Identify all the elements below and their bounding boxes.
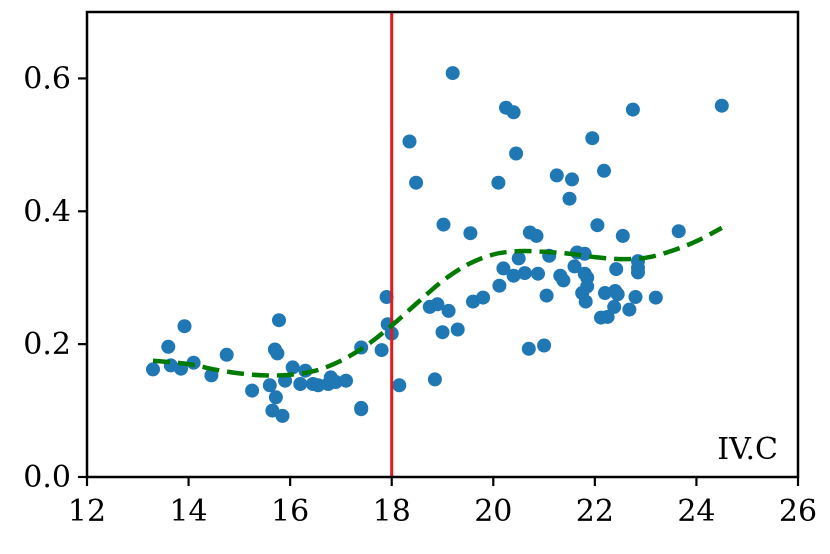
data-point — [577, 246, 592, 261]
data-point — [562, 191, 577, 206]
data-point — [161, 339, 176, 354]
data-point — [268, 390, 283, 405]
data-point — [625, 102, 640, 117]
data-point — [506, 268, 521, 283]
x-tick-label: 14 — [169, 494, 207, 529]
data-point — [339, 373, 353, 388]
data-point — [275, 408, 290, 423]
y-tick-label: 0.6 — [23, 61, 71, 96]
data-point — [272, 313, 286, 328]
data-point — [441, 303, 456, 318]
data-point — [496, 261, 511, 276]
chart-lines — [152, 12, 723, 477]
data-point — [293, 377, 308, 391]
x-tick-label: 26 — [779, 494, 817, 529]
data-point — [549, 168, 564, 183]
data-point — [648, 290, 663, 305]
y-tick-label: 0.4 — [23, 194, 71, 229]
axis-ticks: 12 14 16 18 20 22 24 26 0.0 0.2 0.4 0.6 — [23, 61, 817, 529]
data-point — [427, 372, 442, 387]
data-point — [392, 378, 407, 393]
x-tick-label: 22 — [576, 494, 614, 529]
data-point — [517, 266, 532, 281]
panel-annotation: IV.C — [717, 432, 778, 467]
data-point — [476, 290, 491, 305]
data-point — [714, 98, 729, 113]
data-point — [671, 224, 686, 239]
data-point — [580, 270, 595, 285]
data-point — [374, 343, 389, 358]
data-point — [328, 375, 343, 389]
data-point — [506, 105, 521, 120]
data-point — [492, 278, 507, 293]
plot-frame — [85, 10, 800, 479]
data-point — [597, 163, 611, 178]
x-tick-label: 24 — [677, 494, 715, 529]
data-point — [529, 228, 544, 243]
x-tick-label: 12 — [68, 494, 106, 529]
data-point — [409, 175, 424, 190]
data-point — [511, 251, 526, 266]
data-point — [567, 259, 582, 274]
data-point — [204, 368, 219, 383]
data-point — [622, 302, 637, 317]
data-point — [270, 346, 285, 361]
data-point — [445, 66, 460, 81]
data-point — [556, 273, 571, 288]
data-point — [628, 290, 643, 304]
trend-line — [152, 225, 723, 378]
data-point — [491, 175, 506, 190]
data-point — [262, 378, 277, 393]
data-point — [146, 362, 160, 377]
x-tick-label: 16 — [271, 494, 309, 529]
data-point — [615, 228, 630, 243]
data-point — [379, 290, 394, 304]
data-point — [631, 265, 645, 280]
data-point — [463, 226, 478, 241]
data-point — [609, 262, 624, 277]
scatter-points — [146, 66, 729, 423]
data-point — [531, 266, 545, 281]
x-tick-label: 18 — [373, 494, 411, 529]
data-point — [177, 319, 192, 334]
data-point — [590, 218, 605, 233]
data-point — [435, 325, 450, 340]
data-point — [610, 287, 625, 302]
data-point — [450, 322, 465, 337]
y-tick-label: 0.2 — [23, 327, 71, 362]
x-tick-label: 20 — [474, 494, 512, 529]
y-tick-label: 0.0 — [23, 460, 71, 495]
data-point — [509, 146, 524, 161]
data-point — [402, 134, 417, 149]
data-point — [585, 131, 600, 146]
data-point — [521, 341, 536, 356]
data-point — [578, 294, 593, 309]
data-point — [285, 360, 300, 375]
data-point — [565, 172, 579, 187]
data-point — [245, 383, 260, 398]
data-point — [219, 347, 234, 362]
data-point — [537, 338, 552, 353]
data-point — [539, 288, 554, 303]
data-point — [607, 299, 622, 314]
data-point — [354, 402, 369, 417]
data-point — [600, 309, 615, 324]
data-point — [430, 297, 445, 312]
data-point — [436, 217, 451, 232]
